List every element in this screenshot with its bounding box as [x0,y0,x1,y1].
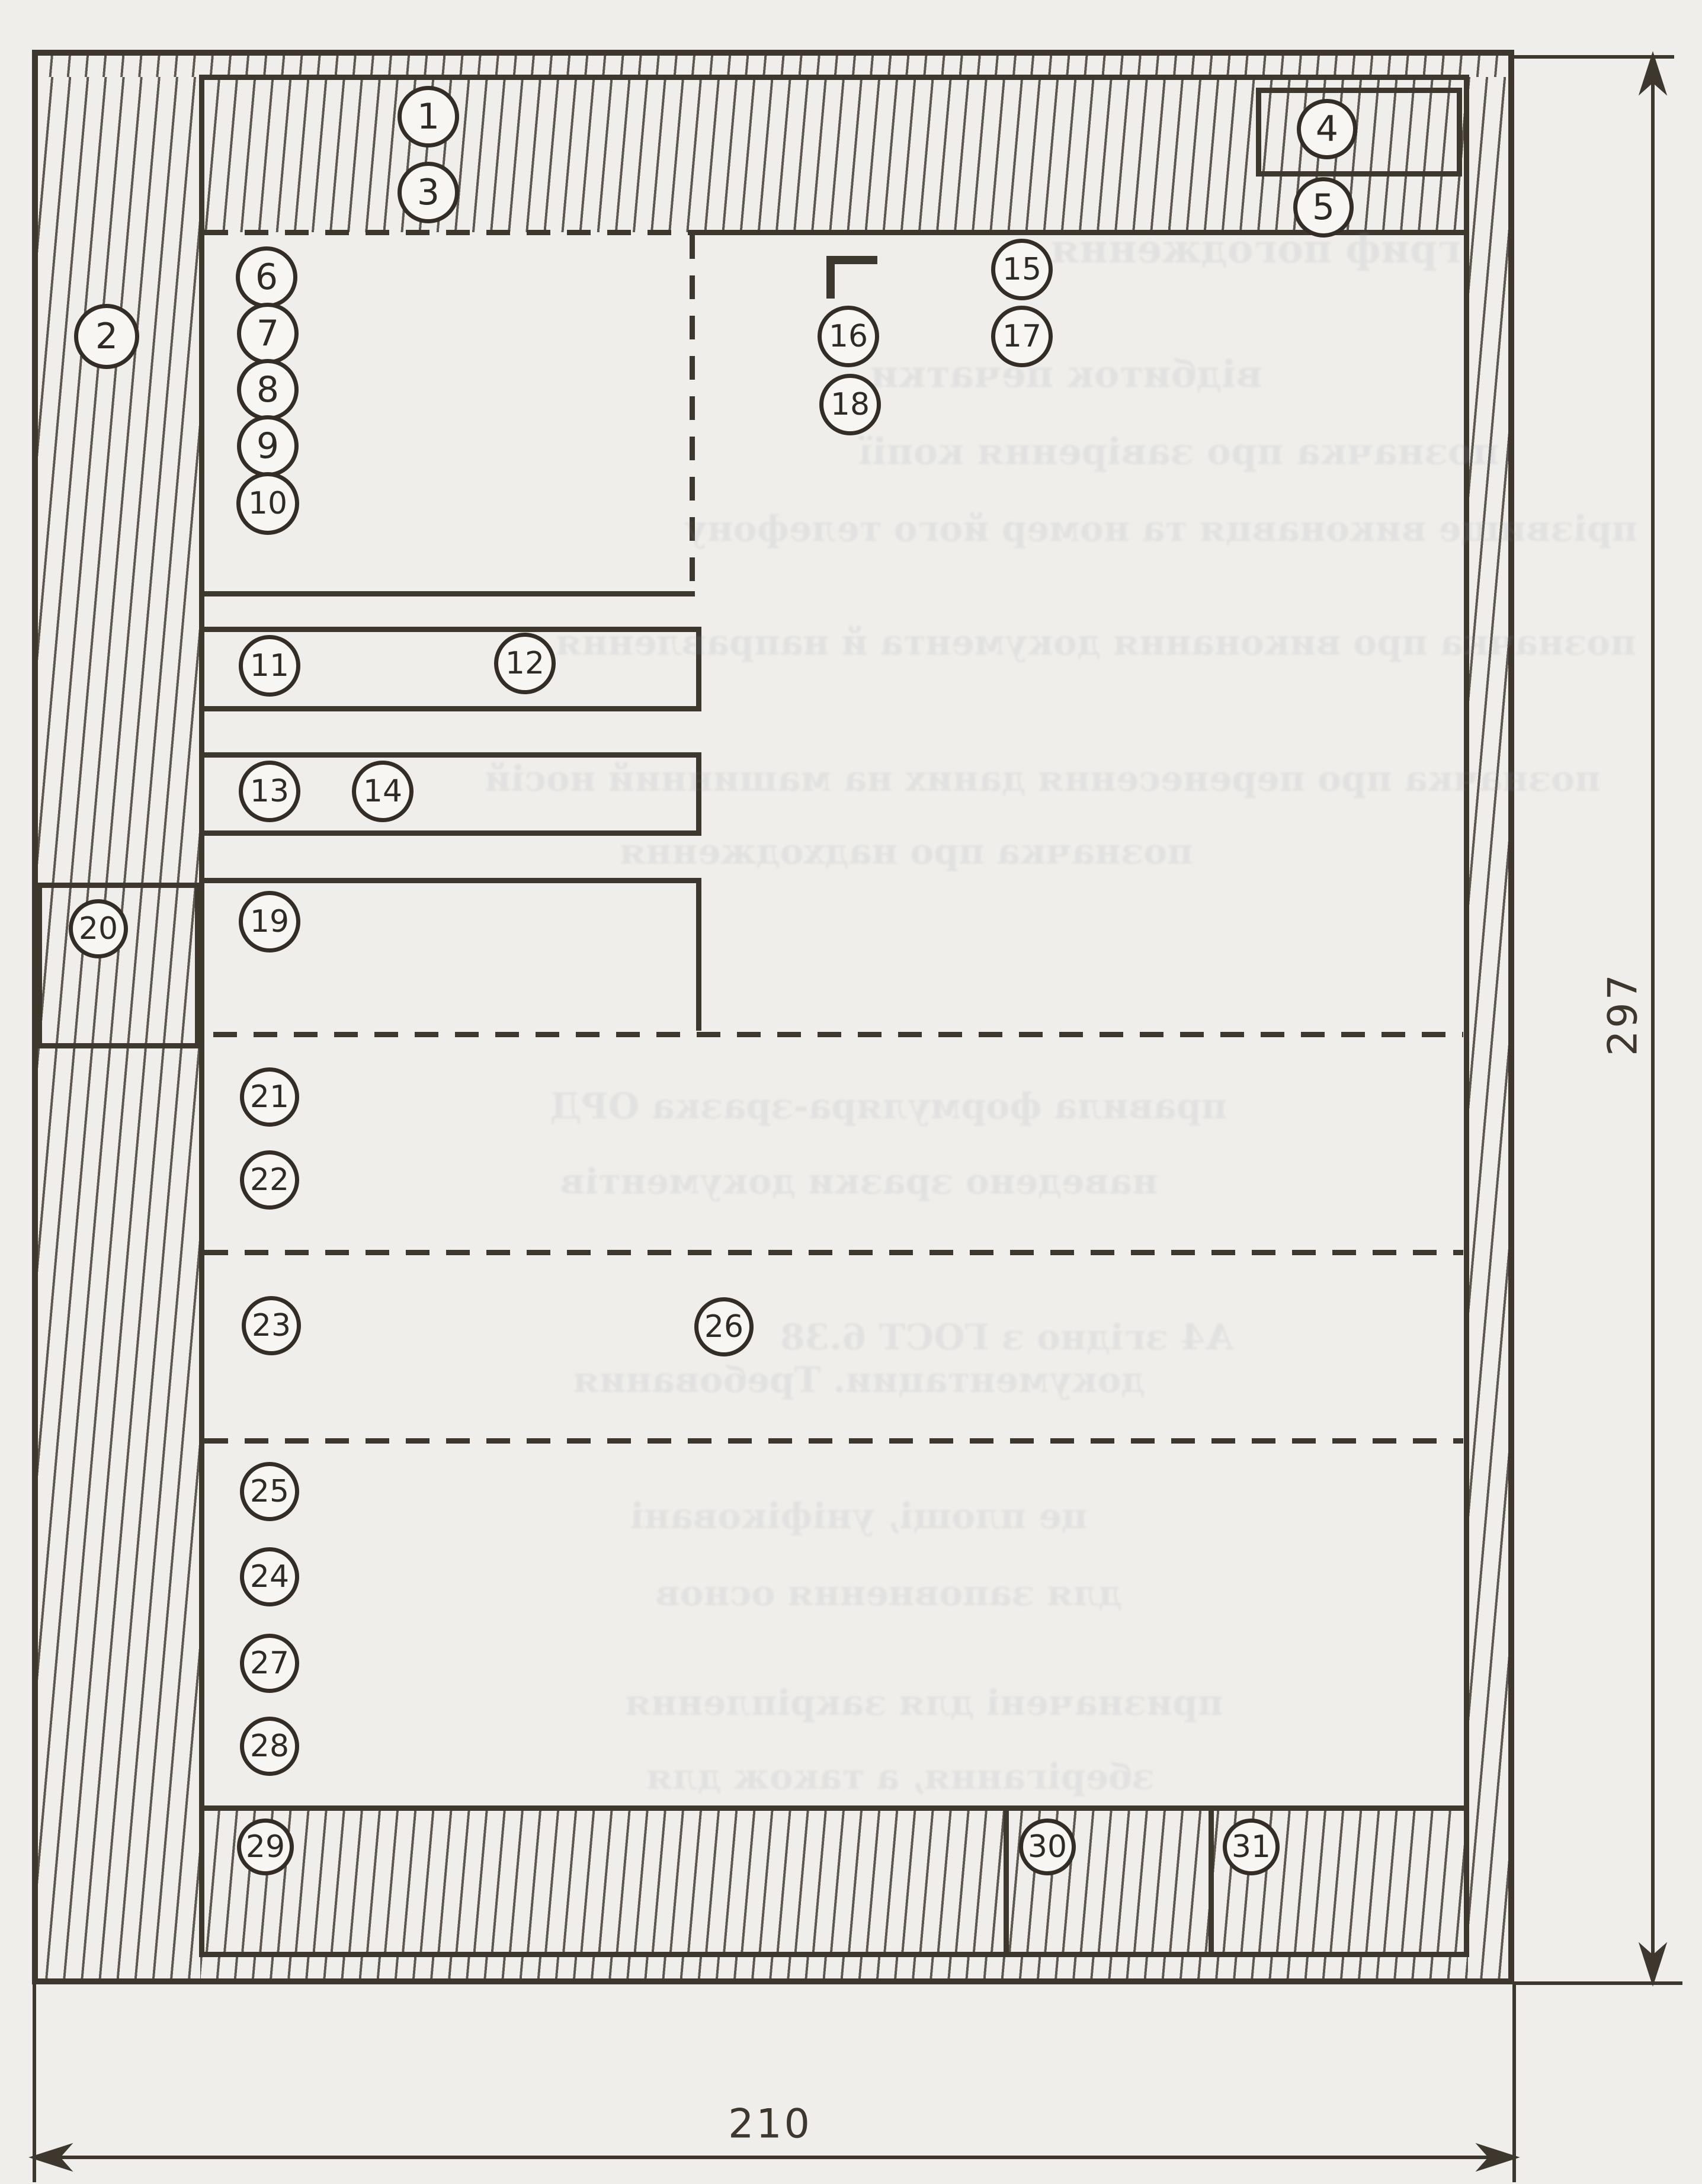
footer-divider-2 [1209,1809,1214,1956]
requisite-marker-31: 31 [1223,1819,1280,1875]
requisite-marker-17: 17 [991,306,1053,367]
footer-band-top-line [199,1805,1468,1811]
requisite-marker-8: 8 [237,359,299,421]
requisite-marker-27: 27 [240,1634,299,1693]
box-4 [1256,88,1462,177]
working-area-frame [199,75,1469,1957]
top-margin-hatch [33,53,1513,77]
requisite-marker-30: 30 [1019,1819,1076,1875]
width-dimension-label: 210 [728,2100,812,2148]
requisite-marker-18: 18 [819,374,881,435]
separator-dashed-2 [204,1250,1463,1255]
requisite-marker-3: 3 [398,162,459,223]
requisite-marker-15: 15 [991,239,1053,300]
band-19-right-line [696,878,701,1031]
footer-divider-1 [1004,1809,1009,1956]
requisite-marker-22: 22 [240,1150,299,1210]
requisite-marker-1: 1 [398,86,459,147]
requisite-marker-10: 10 [236,472,299,535]
requisite-marker-9: 9 [237,415,299,477]
requisite-marker-29: 29 [237,1819,294,1875]
requisite-marker-5: 5 [1293,177,1354,238]
band-19-top-line [204,878,701,883]
requisite-marker-24: 24 [240,1547,299,1606]
header-boundary-dashed [204,230,692,235]
requisite-marker-28: 28 [240,1717,299,1776]
requisite-marker-14: 14 [352,761,414,822]
requisite-marker-21: 21 [240,1067,299,1127]
text-begin-corner-mark [826,256,877,299]
requisite-marker-19: 19 [239,891,300,953]
page-outer-frame [32,50,1514,1984]
left-zone-bottom-line [204,591,695,596]
bottom-margin-hatch [200,1956,1468,1981]
requisite-marker-11: 11 [239,635,300,697]
separator-dashed-1 [213,1032,1463,1037]
requisite-marker-25: 25 [240,1462,299,1521]
requisite-marker-16: 16 [818,306,879,367]
requisite-marker-7: 7 [237,303,299,364]
requisite-marker-26: 26 [694,1297,754,1356]
column-divider-dashed [690,235,695,596]
header-boundary-solid [692,230,1468,235]
band-13-14 [199,752,701,836]
separator-dashed-3 [204,1438,1463,1444]
requisite-marker-20: 20 [69,899,128,958]
right-margin-hatch [1468,77,1514,1981]
requisite-marker-12: 12 [494,633,556,694]
requisite-marker-4: 4 [1297,99,1357,159]
height-dimension-label: 297 [1600,972,1647,1056]
requisite-marker-13: 13 [239,761,300,822]
requisite-marker-6: 6 [236,246,297,308]
requisite-marker-2: 2 [74,304,139,369]
band-11-12 [199,627,701,711]
left-margin-hatch [33,77,200,1981]
box-20 [37,883,200,1048]
requisite-marker-23: 23 [242,1296,301,1355]
